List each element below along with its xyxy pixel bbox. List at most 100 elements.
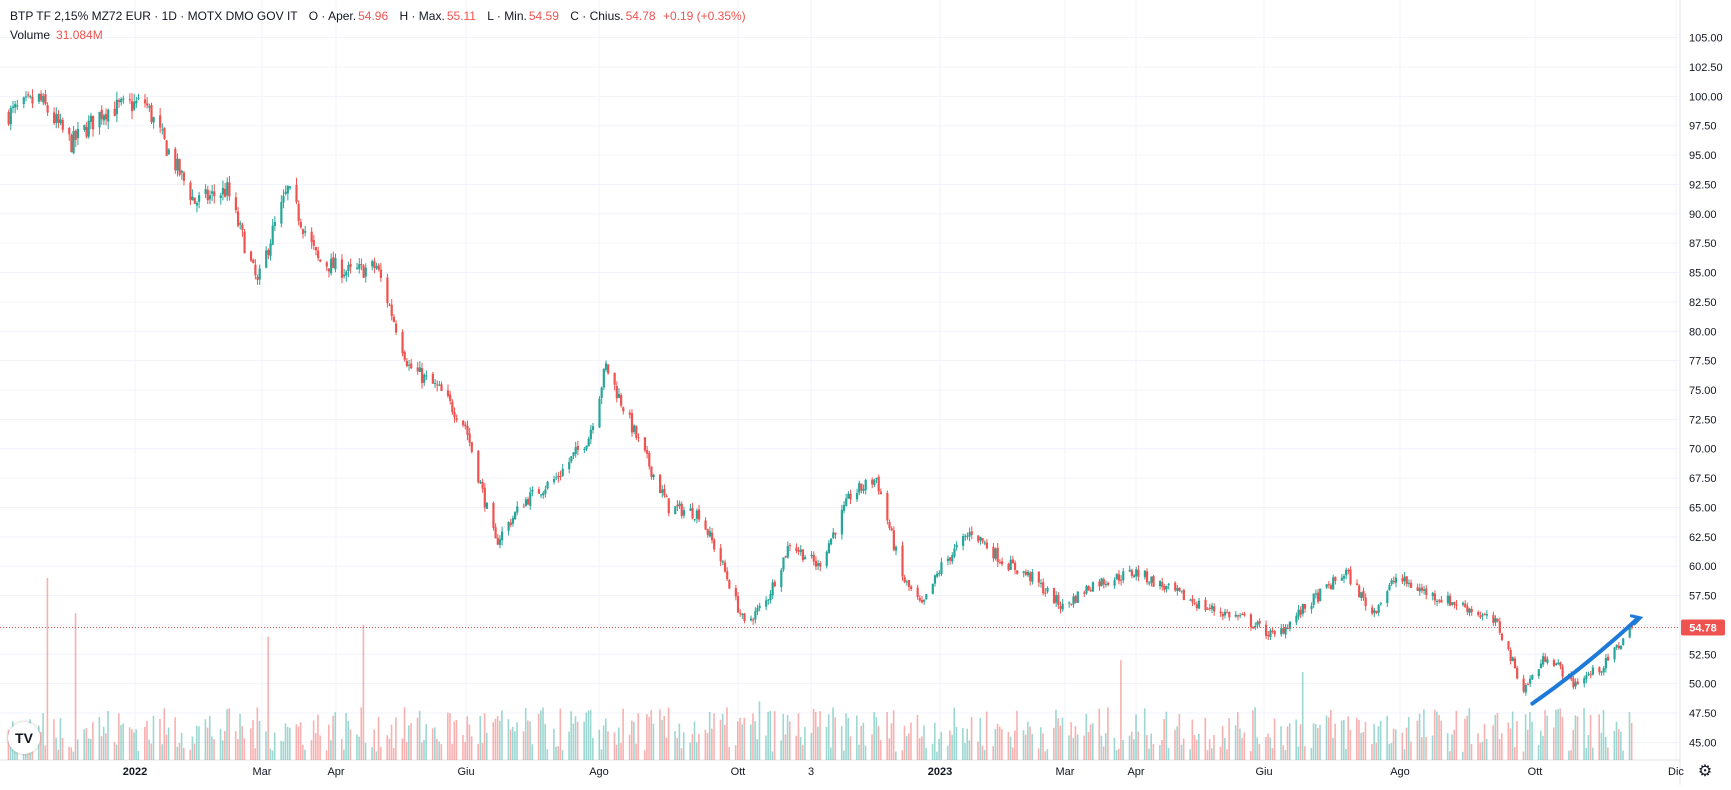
candle-body — [55, 114, 58, 124]
candle-body — [648, 452, 651, 467]
candle-body — [693, 519, 696, 521]
volume-bar — [1485, 738, 1488, 760]
volume-bar — [1349, 729, 1352, 760]
volume-bar — [849, 736, 852, 760]
candle-body — [1113, 580, 1116, 586]
volume-bar — [810, 733, 813, 760]
volume-bar — [509, 729, 512, 760]
candle-body — [7, 112, 10, 125]
candle-body — [1492, 615, 1495, 623]
volume-bar — [1226, 749, 1228, 760]
candle-body — [299, 221, 302, 228]
candle-body — [165, 140, 168, 157]
volume-bar — [1269, 737, 1272, 760]
trend-arrowhead — [1629, 614, 1644, 626]
volume-bar — [1542, 735, 1544, 760]
candle-body — [1537, 669, 1540, 677]
candle-body — [555, 477, 558, 479]
volume-bar — [951, 734, 953, 760]
volume-bar — [1394, 729, 1397, 760]
volume-bar — [650, 709, 653, 760]
volume-bar — [1239, 728, 1241, 760]
candle-body — [977, 535, 980, 542]
candle-body — [1392, 581, 1395, 583]
volume-bar — [910, 722, 912, 760]
volume-bar — [799, 737, 802, 760]
volume-bar — [195, 725, 198, 760]
volume-bar — [516, 722, 518, 760]
volume-bar — [895, 751, 897, 760]
candle-body — [176, 158, 179, 171]
volume-bar — [964, 742, 966, 760]
y-tick-label: 70.00 — [1689, 444, 1717, 456]
y-tick-label: 62.50 — [1689, 532, 1717, 544]
volume-bar — [1572, 729, 1575, 760]
candle-body — [61, 120, 64, 130]
volume-bar — [754, 721, 756, 760]
volume-bar — [330, 740, 332, 760]
tradingview-logo[interactable]: TV — [8, 722, 40, 754]
volume-bar — [1546, 715, 1549, 760]
candle-body — [819, 563, 822, 567]
volume-bar — [1345, 749, 1347, 760]
volume-bar — [1055, 709, 1057, 760]
candle-body — [1355, 583, 1359, 586]
symbol-title[interactable]: BTP TF 2,15% MZ72 EUR · 1D · MOTX DMO GO… — [10, 9, 298, 23]
candle-body — [797, 549, 800, 552]
candle-body — [386, 277, 389, 304]
candle-body — [1297, 609, 1300, 617]
volume-bar — [507, 719, 510, 760]
volume-bar — [1425, 736, 1427, 760]
volume-bar — [1150, 733, 1152, 760]
candle-body — [83, 124, 86, 130]
candle-body — [104, 114, 108, 120]
candle-body — [74, 130, 77, 140]
candle-body — [1265, 624, 1268, 636]
volume-bar — [1591, 747, 1594, 760]
candle-body — [1204, 599, 1207, 610]
volume-bar — [297, 726, 300, 760]
candle-body — [1254, 625, 1257, 628]
candle-body — [834, 532, 837, 535]
candle-body — [827, 543, 831, 554]
volume-bar — [661, 719, 663, 760]
volume-bar — [1174, 729, 1176, 760]
volume-label[interactable]: Volume — [10, 28, 51, 42]
volume-bar — [239, 713, 241, 760]
candle-body — [723, 562, 727, 572]
volume-bar — [256, 707, 259, 760]
volume-bar — [148, 739, 150, 760]
candle-body — [401, 331, 404, 354]
volume-bar — [1438, 714, 1440, 760]
volume-bar — [847, 718, 849, 760]
candle-body — [267, 249, 270, 255]
volume-bar — [890, 723, 893, 760]
volume-bar — [1615, 721, 1618, 760]
volume-bar — [602, 725, 605, 760]
volume-bar — [663, 715, 666, 760]
volume-bar — [208, 715, 211, 760]
high-label: H · Max. — [399, 9, 445, 23]
volume-bar — [1195, 739, 1198, 760]
volume-bar — [1241, 738, 1243, 760]
candle-body — [1037, 571, 1040, 583]
volume-bar — [295, 724, 298, 760]
volume-bar — [540, 710, 542, 760]
gear-icon[interactable]: ⚙ — [1697, 763, 1713, 780]
candle-body — [1431, 592, 1434, 597]
candle-body — [161, 129, 164, 131]
volume-bar — [1375, 742, 1378, 760]
volume-bar — [479, 715, 482, 760]
volume-bar — [1340, 720, 1343, 760]
volume-bar — [466, 716, 469, 760]
volume-bar — [996, 723, 999, 760]
candle-body — [585, 445, 588, 450]
candle-body — [1072, 596, 1075, 605]
volume-bar — [1576, 716, 1579, 760]
candle-body — [284, 191, 287, 195]
candle-body — [955, 544, 958, 548]
x-tick-label: 2023 — [928, 766, 952, 778]
volume-bar — [756, 739, 759, 760]
